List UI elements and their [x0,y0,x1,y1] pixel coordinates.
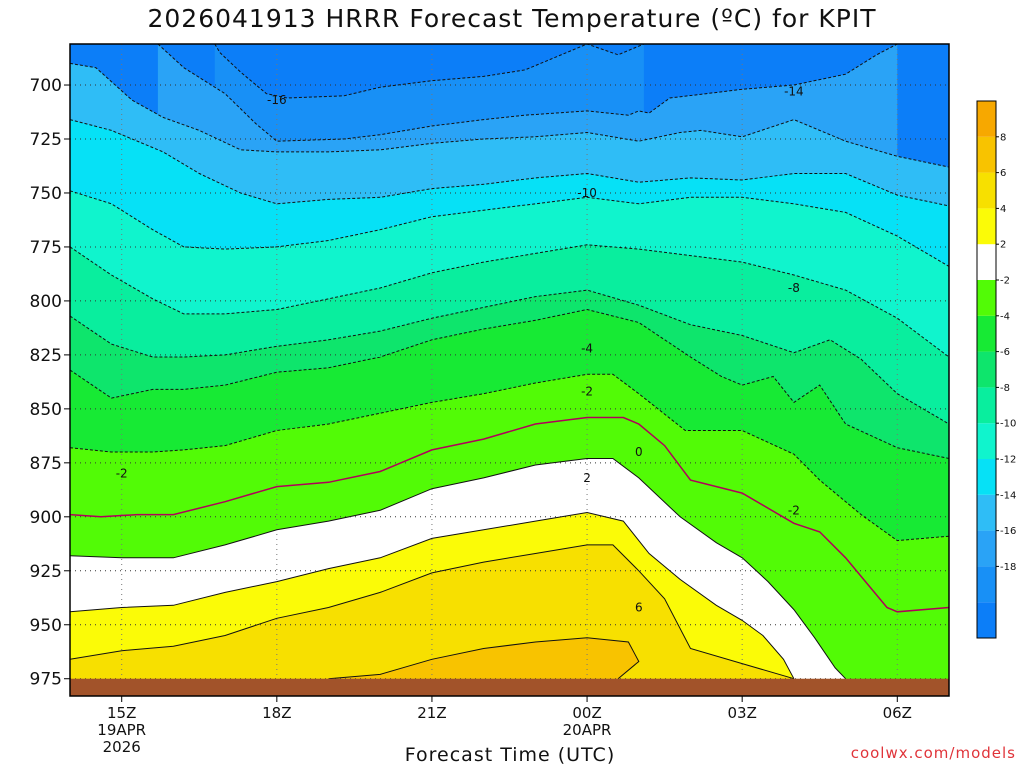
isotherm-line-4 [70,511,795,679]
isotherm-line-8 [328,637,640,680]
y-tick-label: 825 [30,346,62,366]
contour-label: 6 [635,600,643,614]
contour-label: -2 [116,467,128,481]
x-tick-label: 21Z [417,704,446,722]
colorbar-swatch [977,602,996,638]
colorbar-label: -12 [1000,455,1016,466]
colorbar-swatch [977,172,996,209]
x-tick-label: 00Z [572,704,601,722]
contour-label: -4 [581,341,593,355]
contour-label: -2 [581,385,593,399]
contour-label: -10 [577,186,597,200]
y-tick-label: 850 [30,400,62,420]
colorbar-label: 2 [1000,240,1006,251]
contour-label: 2 [583,471,591,485]
y-tick-label: 800 [30,292,62,312]
isotherm-line--16 [157,44,898,142]
colorbar-swatch [977,351,996,388]
colorbar-label: -6 [1000,347,1010,358]
x-tick-label: 18Z [262,704,291,722]
isotherm-line--14 [70,62,949,168]
x-tick-label: 20APR [563,721,612,739]
surface-ground [70,678,949,696]
contour-label: -16 [267,93,287,107]
y-tick-label: 975 [30,670,62,690]
y-tick-label: 775 [30,238,62,258]
colorbar-label: -4 [1000,311,1010,322]
contour-label: -14 [784,84,804,98]
isotherm-line--8 [70,244,949,358]
contour-label: -8 [788,281,800,295]
isotherm-line-2 [70,458,846,680]
colorbar-swatch [977,208,996,245]
colorbar-label: -18 [1000,562,1016,573]
colorbar-swatch [977,494,996,531]
y-tick-label: 875 [30,454,62,474]
chart-title: 2026041913 HRRR Forecast Temperature (ºC… [147,4,877,33]
colorbar-label: 6 [1000,168,1006,179]
x-axis-label: Forecast Time (UTC) [404,744,616,766]
colorbar-label: -14 [1000,490,1016,501]
colorbar-swatch [977,459,996,495]
band-fill-8 [328,637,639,679]
colorbar-label: -10 [1000,419,1016,430]
colorbar-swatch [977,423,996,459]
x-tick-label: 2026 [103,738,141,756]
contour-label: -2 [788,503,800,517]
y-tick-label: 900 [30,508,62,528]
colorbar-swatch [977,566,996,603]
x-tick-label: 15Z [107,704,136,722]
colorbar-swatch [977,387,996,424]
colorbar-label: -8 [1000,383,1010,394]
y-tick-label: 725 [30,130,62,150]
y-tick-label: 750 [30,184,62,204]
colorbar-label: 8 [1000,132,1006,143]
isotherm-line--12 [70,119,949,207]
isotherm-line--4 [70,308,949,459]
x-tick-label: 19APR [97,721,146,739]
colorbar-swatch [977,136,996,173]
isotherm-line--10 [70,190,949,267]
isotherm-line--2 [70,373,949,542]
y-tick-label: 950 [30,616,62,636]
colorbar-frame [976,100,997,639]
colorbar-label: -16 [1000,526,1016,537]
isotherm-line-6 [70,544,795,680]
colorbar-swatch [977,101,996,137]
colorbar-label: -2 [1000,276,1010,287]
colorbar-swatch [977,530,996,567]
credit-link[interactable]: coolwx.com/models [850,744,1016,762]
x-tick-label: 06Z [883,704,912,722]
colorbar-swatch [977,315,996,352]
plot-frame [69,43,950,697]
isotherm-line-0 [70,416,949,613]
x-tick-label: 03Z [727,704,756,722]
y-tick-label: 925 [30,562,62,582]
colorbar-label: 4 [1000,204,1006,215]
contour-label: 0 [635,445,643,459]
isotherm-line--6 [70,289,949,425]
colorbar-swatch [977,244,996,280]
y-tick-label: 700 [30,76,62,96]
plot-area: -16 -14 -10 -8 -4 -2 0 -2 2 -2 6 [70,44,949,696]
colorbar-swatch [977,280,996,316]
